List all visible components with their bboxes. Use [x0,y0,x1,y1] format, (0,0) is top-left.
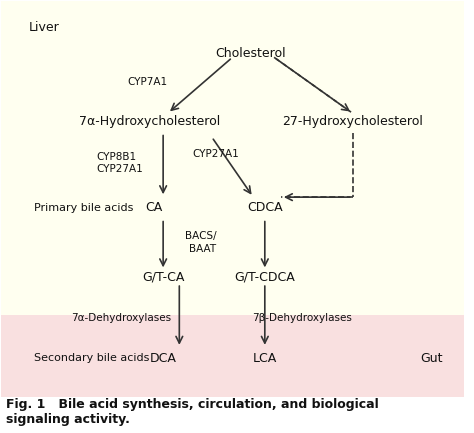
Text: CA: CA [145,201,163,214]
Text: DCA: DCA [150,352,177,365]
Text: Cholesterol: Cholesterol [216,46,286,59]
Text: 7β-Dehydroxylases: 7β-Dehydroxylases [252,313,352,323]
Text: CYP7A1: CYP7A1 [128,77,168,87]
Text: CYP27A1: CYP27A1 [192,149,239,159]
Bar [1,316,464,397]
Text: Primary bile acids: Primary bile acids [34,203,133,213]
Text: CYP8B1
CYP27A1: CYP8B1 CYP27A1 [96,152,143,174]
Text: 7α-Dehydroxylases: 7α-Dehydroxylases [72,313,172,323]
Text: Liver: Liver [29,21,60,34]
Text: G/T-CA: G/T-CA [142,270,184,283]
Text: Secondary bile acids: Secondary bile acids [34,353,149,363]
Text: G/T-CDCA: G/T-CDCA [235,270,295,283]
Text: 7α-Hydroxycholesterol: 7α-Hydroxycholesterol [79,115,220,128]
Bar [1,1,464,316]
Text: 27-Hydroxycholesterol: 27-Hydroxycholesterol [282,115,423,128]
Text: BACS/
BAAT: BACS/ BAAT [185,231,216,253]
Text: LCA: LCA [253,352,277,365]
Text: CDCA: CDCA [247,201,283,214]
Text: Gut: Gut [420,352,442,365]
Text: Fig. 1   Bile acid synthesis, circulation, and biological
signaling activity.: Fig. 1 Bile acid synthesis, circulation,… [6,398,379,426]
